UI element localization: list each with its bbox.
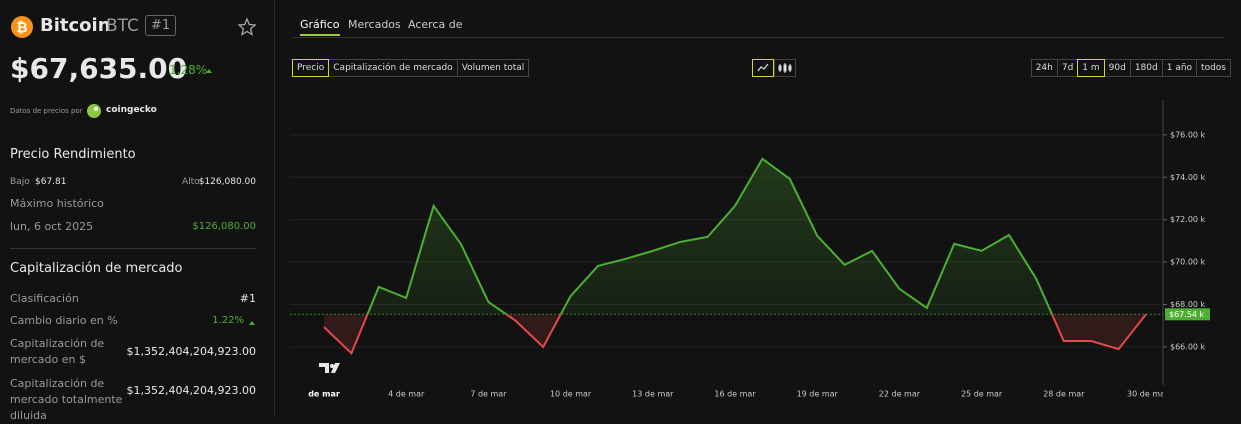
- x-tick-label: 22 de mar: [879, 390, 921, 399]
- x-tick-label: 28 de mar: [1043, 390, 1085, 399]
- range-buttons: 24h 7d 1 m 90d 180d 1 año todos: [1030, 59, 1231, 77]
- tabs-rule: [293, 37, 1225, 38]
- x-tick-label: de mar: [308, 390, 340, 399]
- metric-buttons: Precio Capitalización de mercado Volumen t…: [292, 59, 530, 77]
- coin-icon: ₿: [11, 16, 33, 38]
- row-label: Capitalización de mercado totalmente dil…: [10, 377, 123, 422]
- row-label: Capitalización de mercado en $: [10, 337, 105, 366]
- ath-value: $126,080.00: [192, 221, 256, 232]
- x-tick-label: 16 de mar: [714, 390, 756, 399]
- ath-date: lun, 6 oct 2025: [10, 220, 94, 233]
- row-label: Clasificación: [10, 292, 79, 305]
- low-label: Bajo: [10, 177, 30, 187]
- divider: [10, 248, 256, 249]
- rank-badge: #1: [145, 15, 177, 36]
- current-price-label: $67.54 k: [1169, 310, 1205, 319]
- coin-name: Bitcoin: [40, 15, 111, 36]
- row-value: #1: [239, 292, 256, 305]
- x-tick-label: 19 de mar: [797, 390, 839, 399]
- price-line-up: [366, 157, 1146, 315]
- section-title: Precio Rendimiento: [10, 147, 136, 162]
- svg-text:₿: ₿: [16, 20, 27, 36]
- price-change: 1.28%: [169, 63, 208, 77]
- x-tick-label: 13 de mar: [632, 390, 674, 399]
- tv-logo: [319, 363, 340, 373]
- y-tick-label: $72.00 k: [1170, 215, 1206, 224]
- row-label: Cambio diario en %: [10, 314, 118, 327]
- up-arrow: [206, 69, 212, 73]
- low-value: $67.81: [35, 177, 67, 187]
- current-price-tag: [1165, 308, 1210, 321]
- metric-button[interactable]: Precio: [292, 59, 330, 77]
- up-arrow: [249, 321, 255, 325]
- source-logo: [87, 104, 101, 118]
- chart-style-toggle[interactable]: [752, 59, 796, 77]
- x-tick-label: 25 de mar: [961, 390, 1003, 399]
- favorite-star[interactable]: [238, 18, 256, 36]
- plot: de mar 4 de mar 7 de mar 10 de mar 13 de mar…: [308, 390, 1165, 399]
- y-tick-label: $68.00 k: [1170, 300, 1206, 309]
- section-title: Capitalización de mercado: [10, 261, 183, 276]
- row-value: 1.22%: [212, 315, 244, 326]
- x-tick-label: 10 de mar: [550, 390, 592, 399]
- x-tick-label: 4 de mar: [388, 390, 425, 399]
- tab[interactable]: Acerca de: [408, 18, 463, 31]
- metric-button[interactable]: Volumen total: [456, 59, 530, 77]
- tab[interactable]: Gráfico: [300, 18, 340, 36]
- row-value: $1,352,404,204,923.00: [126, 384, 256, 397]
- price: $67,635.00: [10, 52, 188, 85]
- ath-label: Máximo histórico: [10, 197, 104, 210]
- range-button[interactable]: 1 m: [1077, 59, 1105, 77]
- high-value: $126,080.00: [198, 177, 256, 187]
- high-label: Alto: [182, 177, 200, 187]
- row-value: $1,352,404,204,923.00: [126, 345, 256, 358]
- sidebar-border: [274, 0, 275, 416]
- y-tick-label: $66.00 k: [1170, 342, 1206, 351]
- area-up: [367, 158, 1052, 315]
- source-label: Datos de precios por: [10, 107, 83, 115]
- range-button[interactable]: todos: [1196, 59, 1231, 77]
- tab[interactable]: Mercados: [348, 18, 401, 31]
- y-tick-label: $70.00 k: [1170, 258, 1206, 267]
- y-tick-label: $76.00 k: [1170, 130, 1206, 139]
- x-tick-label: 30 de ma: [1127, 390, 1165, 399]
- coin-symbol: BTC: [106, 16, 139, 36]
- area-down: [324, 314, 1146, 354]
- x-tick-label: 7 de mar: [470, 390, 507, 399]
- y-tick-label: $74.00 k: [1170, 173, 1206, 182]
- source-name: coingecko: [106, 105, 157, 115]
